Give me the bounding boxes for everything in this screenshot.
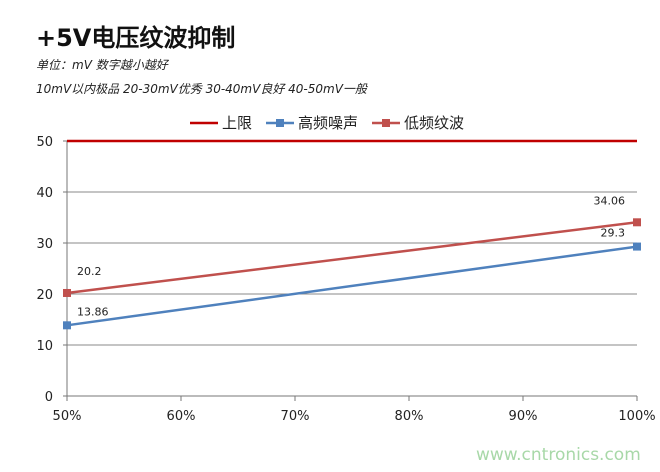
y-tick-label: 40 bbox=[36, 186, 53, 201]
legend-label: 上限 bbox=[222, 114, 253, 132]
x-tick-label: 60% bbox=[167, 409, 196, 424]
series-line bbox=[66, 221, 638, 295]
subtitle-unit: 单位：mV 数字越小越好 bbox=[36, 58, 168, 72]
data-point bbox=[63, 288, 71, 297]
y-tick-label: 10 bbox=[36, 339, 53, 354]
x-tick-label: 50% bbox=[53, 409, 82, 424]
legend-item-limit: 上限 bbox=[190, 112, 252, 133]
legend-item-hf-noise: 高频噪声 bbox=[266, 112, 358, 133]
series-line bbox=[66, 245, 638, 327]
data-point bbox=[633, 242, 641, 251]
y-tick-label: 20 bbox=[36, 288, 53, 303]
data-label: 20.2 bbox=[77, 265, 102, 278]
legend-label: 低频纹波 bbox=[404, 114, 465, 132]
x-tick-label: 90% bbox=[509, 409, 538, 424]
subtitle-grades: 10mV以内极品 20-30mV优秀 30-40mV良好 40-50mV一般 bbox=[36, 82, 367, 96]
legend: 上限 高频噪声 低频纹波 bbox=[190, 112, 464, 133]
legend-label: 高频噪声 bbox=[298, 114, 359, 132]
y-tick-label: 50 bbox=[36, 135, 53, 150]
data-label: 13.86 bbox=[77, 305, 109, 318]
x-tick-label: 80% bbox=[395, 409, 424, 424]
watermark: www.cntronics.com bbox=[476, 445, 641, 465]
data-point bbox=[633, 218, 641, 227]
x-tick-label: 70% bbox=[281, 409, 310, 424]
x-tick-label: 100% bbox=[618, 409, 655, 424]
data-label: 34.06 bbox=[594, 194, 626, 207]
legend-item-lf-ripple: 低频纹波 bbox=[372, 112, 464, 133]
data-label: 29.3 bbox=[601, 227, 626, 240]
y-tick-label: 30 bbox=[36, 237, 53, 252]
data-point bbox=[63, 321, 71, 330]
chart-title: +5V电压纹波抑制 bbox=[36, 24, 236, 52]
y-tick-label: 0 bbox=[45, 390, 53, 405]
